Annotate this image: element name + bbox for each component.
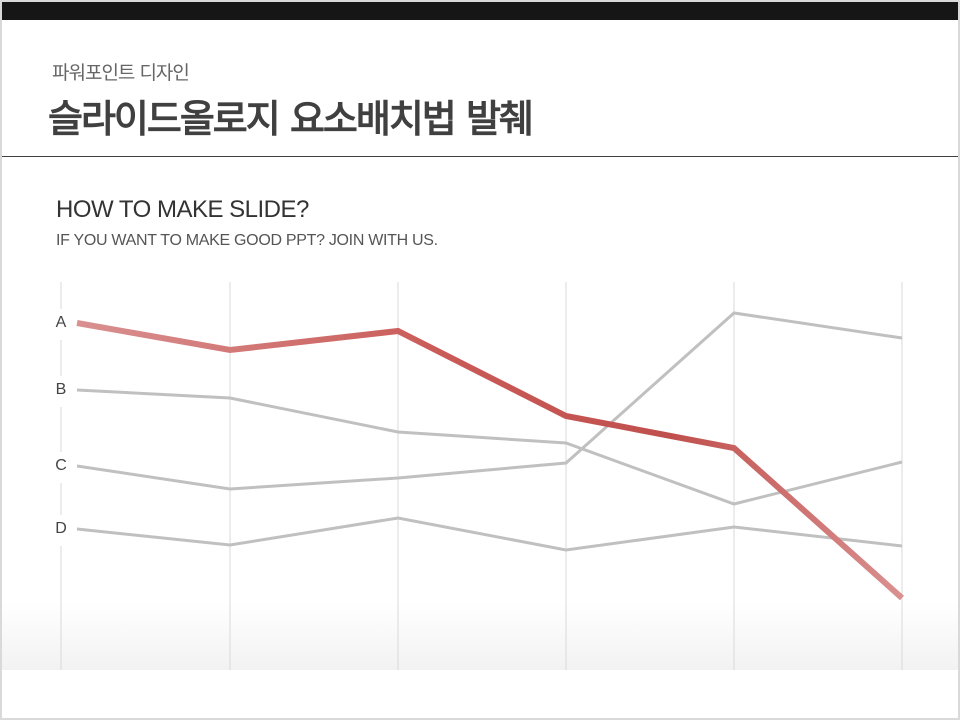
series-lines (76, 311, 904, 601)
series-line-c (76, 311, 903, 491)
series-label-c: C (50, 452, 72, 483)
page-title: 슬라이드올로지 요소배치법 발췌 (48, 97, 534, 141)
gridlines (60, 282, 903, 670)
top-bar (2, 2, 958, 20)
series-label-a: A (50, 309, 72, 340)
bottom-fade (2, 602, 958, 670)
series-label-b: B (50, 376, 72, 407)
section-description: IF YOU WANT TO MAKE GOOD PPT? JOIN WITH … (56, 232, 438, 249)
section-title: HOW TO MAKE SLIDE? (56, 196, 309, 223)
series-label-d: D (50, 515, 72, 546)
series-line-d (76, 516, 903, 552)
header-divider (2, 156, 958, 157)
header-kicker: 파워포인트 디자인 (52, 62, 190, 84)
series-line-a (76, 320, 904, 601)
series-line-b (76, 388, 903, 506)
